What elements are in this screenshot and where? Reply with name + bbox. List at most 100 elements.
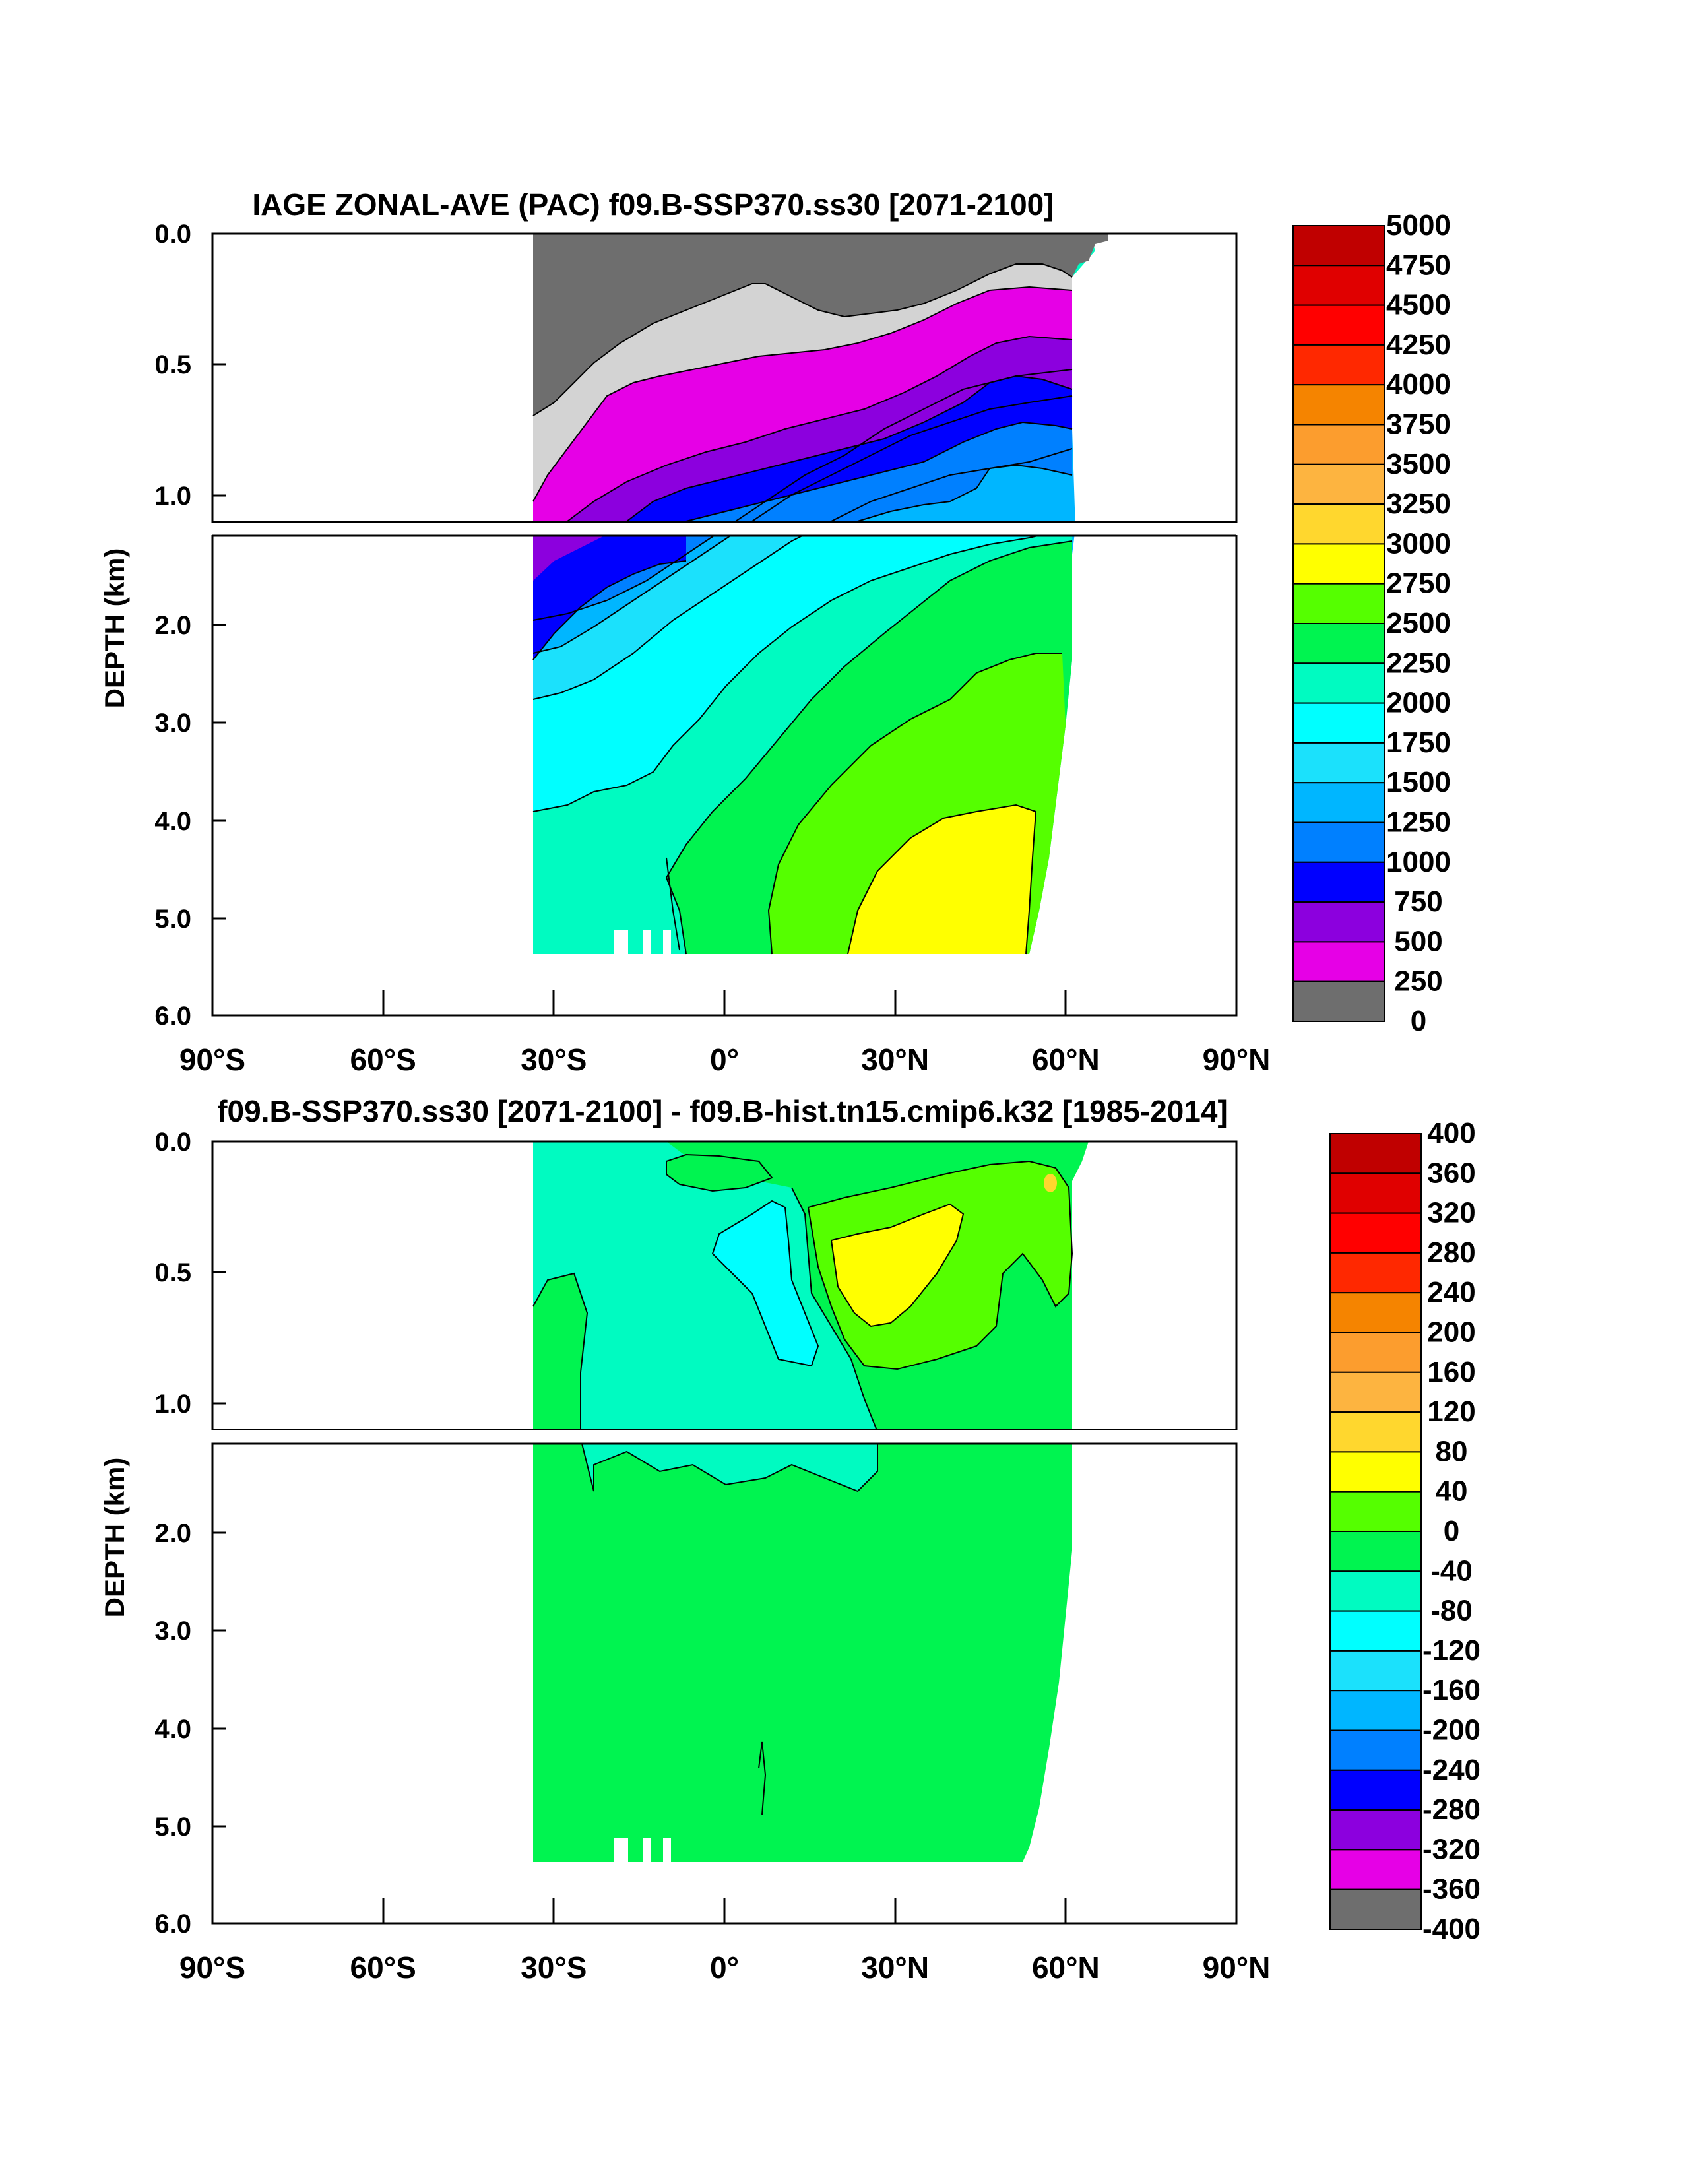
colorbar-box bbox=[1329, 1729, 1422, 1771]
colorbar-box bbox=[1292, 702, 1385, 744]
panel1-xtick-label: 30°N bbox=[861, 1043, 929, 1077]
colorbar-box bbox=[1292, 861, 1385, 903]
panel1-ytick: 4.0 bbox=[154, 807, 191, 836]
panel2-ytick: 1.0 bbox=[154, 1390, 191, 1419]
colorbar-label: 750 bbox=[1394, 885, 1442, 918]
colorbar-box bbox=[1292, 503, 1385, 545]
panel2-ytick: 5.0 bbox=[154, 1813, 191, 1842]
colorbar-label: -280 bbox=[1422, 1793, 1481, 1826]
colorbar-label: 120 bbox=[1427, 1396, 1475, 1428]
colorbar-label: 4750 bbox=[1386, 249, 1451, 281]
panel1-xtick-label: 90°S bbox=[179, 1043, 245, 1077]
panel1-ytick: 0.5 bbox=[154, 350, 191, 379]
iage-panel: IAGE ZONAL-AVE (PAC) f09.B-SSP370.ss30 [… bbox=[99, 187, 1238, 1031]
panel1-lower-frame bbox=[211, 534, 1238, 1017]
colorbar-label: 500 bbox=[1394, 925, 1442, 957]
colorbar-label: -240 bbox=[1422, 1754, 1481, 1786]
colorbar-box bbox=[1329, 1849, 1422, 1890]
colorbar-label: -40 bbox=[1430, 1555, 1473, 1587]
colorbar-box bbox=[1329, 1212, 1422, 1254]
colorbar-box bbox=[1292, 782, 1385, 823]
colorbar-label: -80 bbox=[1430, 1595, 1473, 1627]
colorbar-box bbox=[1329, 1888, 1422, 1930]
panel1-band-250 bbox=[533, 264, 1072, 521]
colorbar-box bbox=[1329, 1769, 1422, 1811]
colorbar-box bbox=[1292, 225, 1385, 267]
panel1-band-3000 bbox=[848, 805, 1036, 954]
colorbar-label: 3750 bbox=[1386, 408, 1451, 441]
panel2-xtick-label: 90°S bbox=[179, 1950, 245, 1985]
colorbar-box bbox=[1292, 384, 1385, 426]
colorbar-label: -400 bbox=[1422, 1913, 1481, 1945]
colorbar-label: -200 bbox=[1422, 1714, 1481, 1747]
panel1-xtick-label: 60°N bbox=[1032, 1043, 1100, 1077]
colorbar-box bbox=[1329, 1292, 1422, 1333]
colorbar-box bbox=[1329, 1371, 1422, 1413]
colorbar-label: 160 bbox=[1427, 1356, 1475, 1388]
colorbar-box bbox=[1329, 1451, 1422, 1493]
panel2-ytick: 3.0 bbox=[154, 1617, 191, 1646]
colorbar-box bbox=[1292, 662, 1385, 704]
panel2-x-ticks bbox=[211, 1898, 1067, 1923]
panel1-band-2000 bbox=[533, 449, 1072, 812]
panel2-band-80-small bbox=[1044, 1174, 1057, 1192]
colorbar-label: 3000 bbox=[1386, 527, 1451, 560]
panel2-xtick-label: 60°S bbox=[350, 1950, 416, 1985]
panel2-contours bbox=[532, 1141, 1089, 1862]
colorbar-box bbox=[1292, 304, 1385, 346]
panel1-ytick: 0.0 bbox=[154, 220, 191, 249]
colorbar-label: -360 bbox=[1422, 1873, 1481, 1906]
colorbar-label: 40 bbox=[1436, 1475, 1468, 1508]
panel2-xtick-label: 30°N bbox=[861, 1950, 929, 1985]
panel2-y-ticks bbox=[212, 1140, 226, 1828]
colorbar-box bbox=[1329, 1172, 1422, 1214]
colorbar-label: 4500 bbox=[1386, 289, 1451, 321]
panel2-upper-frame bbox=[211, 1140, 1238, 1431]
colorbar-label: 1250 bbox=[1386, 806, 1451, 839]
panel1-ytick: 1.0 bbox=[154, 482, 191, 511]
panel2-band-neg40 bbox=[533, 1141, 877, 1491]
panel2-bottom-gap bbox=[643, 1838, 651, 1862]
panel1-ylabel: DEPTH (km) bbox=[99, 548, 130, 709]
panel2-title: f09.B-SSP370.ss30 [2071-2100] - f09.B-hi… bbox=[217, 1094, 1228, 1128]
panel2-contour-lines bbox=[532, 1153, 1073, 1815]
panel1-xtick-label: 0° bbox=[710, 1043, 739, 1077]
colorbar-box bbox=[1329, 1531, 1422, 1572]
colorbar-label: 400 bbox=[1427, 1117, 1475, 1149]
panel1-xtick-label: 60°S bbox=[350, 1043, 416, 1077]
colorbar-box bbox=[1329, 1610, 1422, 1652]
panel2-ytick: 6.0 bbox=[154, 1910, 191, 1939]
colorbar-label: 2500 bbox=[1386, 607, 1451, 639]
panel2-xtick-label: 60°N bbox=[1032, 1950, 1100, 1985]
panel2-xtick-label: 30°S bbox=[521, 1950, 587, 1985]
colorbar-box bbox=[1292, 583, 1385, 625]
colorbar-label: 1000 bbox=[1386, 846, 1451, 878]
panel1-ytick: 6.0 bbox=[154, 1002, 191, 1031]
colorbar-box bbox=[1292, 463, 1385, 505]
colorbar-label: 250 bbox=[1394, 965, 1442, 998]
colorbar-label: 320 bbox=[1427, 1197, 1475, 1229]
panel1-xtick-label: 30°S bbox=[521, 1043, 587, 1077]
panel1-ytick: 2.0 bbox=[154, 611, 191, 640]
panel1-y-ticks bbox=[212, 232, 226, 920]
colorbar-box bbox=[1329, 1332, 1422, 1373]
panel1-ytick: 5.0 bbox=[154, 905, 191, 934]
colorbar-label: 80 bbox=[1436, 1435, 1468, 1467]
panel1-bottom-gap bbox=[643, 930, 651, 954]
colorbar-label: 4250 bbox=[1386, 329, 1451, 361]
panel1-bottom-gap bbox=[614, 930, 628, 954]
colorbar-label: 3500 bbox=[1386, 448, 1451, 480]
panel2-xtick-label: 0° bbox=[710, 1950, 739, 1985]
panel2-ytick: 0.5 bbox=[154, 1258, 191, 1287]
colorbar-box bbox=[1292, 821, 1385, 863]
panel2-xtick-label: 90°N bbox=[1203, 1950, 1271, 1985]
colorbar-label: 4000 bbox=[1386, 368, 1451, 401]
panel2-ylabel: DEPTH (km) bbox=[99, 1458, 130, 1618]
panel1-x-ticks bbox=[211, 990, 1067, 1015]
colorbar-label: 5000 bbox=[1386, 209, 1451, 241]
colorbar-box bbox=[1292, 265, 1385, 306]
panel2-band-80 bbox=[831, 1204, 963, 1326]
colorbar-box bbox=[1292, 742, 1385, 784]
colorbar-box bbox=[1329, 1690, 1422, 1731]
panel2-gap bbox=[211, 1430, 1238, 1443]
